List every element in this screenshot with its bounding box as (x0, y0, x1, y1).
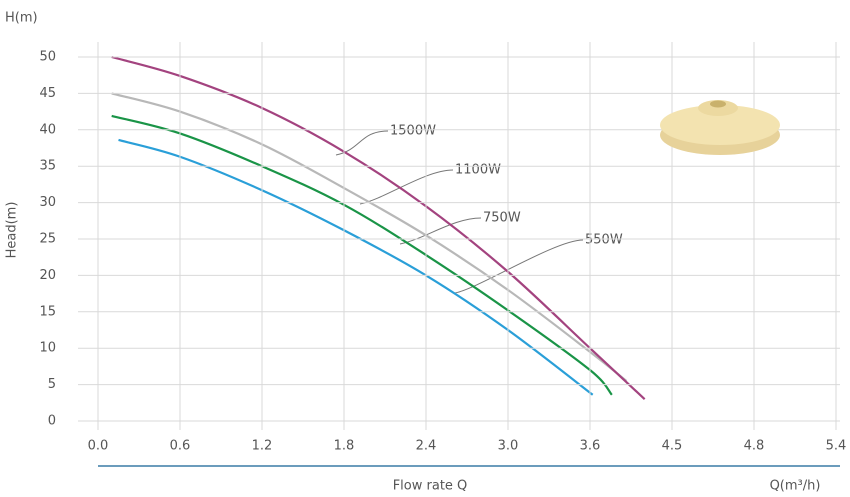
leader-line (359, 169, 454, 205)
series-label: 1100W (455, 163, 501, 178)
x-tick-label: 1.8 (334, 439, 355, 454)
curve (111, 114, 613, 396)
y-tick-label: 10 (39, 341, 56, 356)
x-axis-unit: Q(m³/h) (770, 479, 821, 494)
y-tick-label: 25 (39, 232, 56, 247)
y-tick-label: 20 (39, 268, 56, 283)
series-label: 750W (483, 211, 521, 226)
x-tick-label: 1.2 (252, 439, 273, 454)
y-tick-label: 5 (48, 377, 56, 392)
x-axis-label: Flow rate Q (393, 479, 468, 494)
curve (111, 92, 628, 382)
x-tick-label: 4.8 (744, 439, 765, 454)
y-axis-unit: H(m) (5, 11, 38, 26)
x-tick-label: 2.4 (416, 439, 437, 454)
y-tick-label: 40 (39, 122, 56, 137)
y-axis-label: Head(m) (5, 202, 20, 259)
y-tick-label: 35 (39, 159, 56, 174)
series-label: 550W (585, 233, 623, 248)
x-tick-label: 3.0 (498, 439, 519, 454)
x-tick-label: 0.0 (88, 439, 109, 454)
curve (111, 55, 646, 400)
x-tick-label: 5.4 (826, 439, 847, 454)
y-tick-label: 45 (39, 86, 56, 101)
leader-line (454, 239, 584, 294)
y-tick-label: 50 (39, 50, 56, 65)
series-label: 1500W (390, 124, 436, 139)
curve (118, 138, 594, 396)
impeller-image (660, 100, 780, 155)
x-tick-label: 3.6 (580, 439, 601, 454)
y-tick-label: 30 (39, 195, 56, 210)
y-tick-label: 15 (39, 304, 56, 319)
x-tick-label: 0.6 (170, 439, 191, 454)
y-tick-label: 0 (48, 414, 56, 429)
x-tick-label: 4.5 (662, 439, 683, 454)
leader-line (335, 130, 389, 156)
